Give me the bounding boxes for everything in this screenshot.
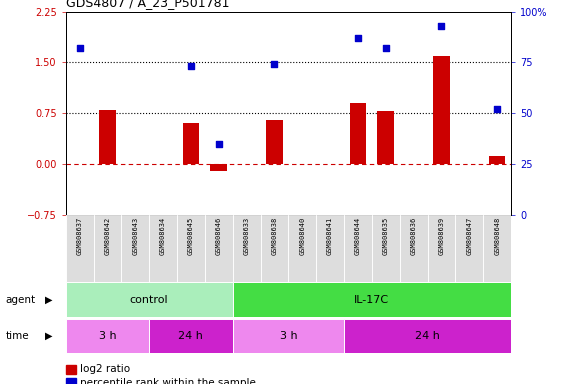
Bar xyxy=(233,282,511,317)
Point xyxy=(214,141,223,147)
Text: GSM808641: GSM808641 xyxy=(327,217,333,255)
Bar xyxy=(400,215,428,282)
Text: GSM808634: GSM808634 xyxy=(160,217,166,255)
Bar xyxy=(122,215,149,282)
Bar xyxy=(260,215,288,282)
Text: GSM808646: GSM808646 xyxy=(216,217,222,255)
Point xyxy=(381,45,391,51)
Text: GSM808640: GSM808640 xyxy=(299,217,305,255)
Text: GSM808635: GSM808635 xyxy=(383,217,389,255)
Point xyxy=(186,63,195,70)
Text: GDS4807 / A_23_P501781: GDS4807 / A_23_P501781 xyxy=(66,0,229,9)
Bar xyxy=(66,282,233,317)
Bar xyxy=(349,103,367,164)
Bar xyxy=(149,319,233,353)
Text: agent: agent xyxy=(6,295,36,305)
Point xyxy=(353,35,363,41)
Text: ▶: ▶ xyxy=(45,331,53,341)
Point xyxy=(270,61,279,68)
Bar xyxy=(266,120,283,164)
Bar xyxy=(149,215,177,282)
Bar xyxy=(344,319,511,353)
Bar xyxy=(210,164,227,171)
Bar xyxy=(233,215,260,282)
Text: GSM808643: GSM808643 xyxy=(132,217,138,255)
Text: 24 h: 24 h xyxy=(179,331,203,341)
Bar xyxy=(205,215,233,282)
Bar xyxy=(66,319,149,353)
Text: GSM808647: GSM808647 xyxy=(467,217,472,255)
Bar xyxy=(316,215,344,282)
Bar xyxy=(456,215,483,282)
Bar xyxy=(372,215,400,282)
Text: GSM808644: GSM808644 xyxy=(355,217,361,255)
Text: GSM808642: GSM808642 xyxy=(104,217,110,255)
Bar xyxy=(233,319,344,353)
Text: log2 ratio: log2 ratio xyxy=(80,364,130,374)
Text: 3 h: 3 h xyxy=(280,331,297,341)
Point xyxy=(437,23,446,29)
Text: ▶: ▶ xyxy=(45,295,53,305)
Bar xyxy=(483,215,511,282)
Point xyxy=(493,106,502,112)
Text: GSM808638: GSM808638 xyxy=(271,217,278,255)
Text: 3 h: 3 h xyxy=(99,331,116,341)
Text: GSM808645: GSM808645 xyxy=(188,217,194,255)
Text: GSM808637: GSM808637 xyxy=(77,217,83,255)
Text: control: control xyxy=(130,295,168,305)
Text: GSM808648: GSM808648 xyxy=(494,217,500,255)
Bar xyxy=(288,215,316,282)
Text: 24 h: 24 h xyxy=(415,331,440,341)
Point xyxy=(75,45,84,51)
Bar xyxy=(94,215,122,282)
Bar xyxy=(177,215,205,282)
Bar xyxy=(428,215,456,282)
Bar xyxy=(377,111,394,164)
Text: GSM808639: GSM808639 xyxy=(439,217,444,255)
Text: GSM808636: GSM808636 xyxy=(411,217,417,255)
Text: GSM808633: GSM808633 xyxy=(244,217,250,255)
Text: percentile rank within the sample: percentile rank within the sample xyxy=(80,378,256,384)
Bar xyxy=(489,156,505,164)
Bar xyxy=(183,124,199,164)
Bar xyxy=(344,215,372,282)
Bar xyxy=(66,215,94,282)
Text: time: time xyxy=(6,331,29,341)
Text: IL-17C: IL-17C xyxy=(354,295,389,305)
Bar xyxy=(99,110,116,164)
Bar xyxy=(433,56,450,164)
